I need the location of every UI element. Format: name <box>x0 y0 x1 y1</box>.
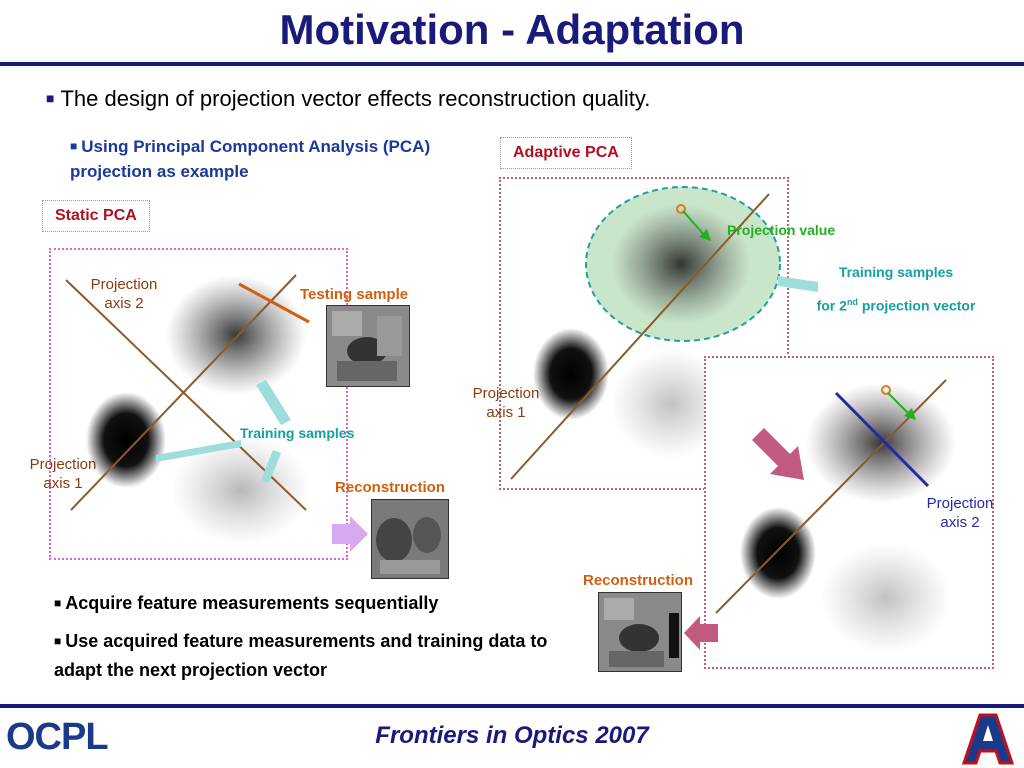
training-arrow-up <box>256 380 291 425</box>
main-bullet-text: The design of projection vector effects … <box>60 86 651 111</box>
bullet-square-icon: ■ <box>46 90 55 106</box>
label-line: Training samples <box>838 264 954 280</box>
label-line-2: for 2nd projection vector <box>796 293 996 316</box>
label-line: axis 2 <box>104 295 144 312</box>
label-line: Projection <box>29 456 97 473</box>
training-arrow-left <box>156 440 241 462</box>
adaptive-axis-1-line <box>715 379 947 614</box>
static-reconstruction-label: Reconstruction <box>335 479 446 496</box>
cluster-light <box>821 543 951 653</box>
adaptive-axis-2-line <box>834 391 930 488</box>
static-reconstruction-arrow-icon <box>332 516 368 552</box>
title-divider <box>0 62 1024 66</box>
cluster-dark <box>533 328 609 420</box>
adaptive-projection-axis-1-label: Projection axis 1 <box>460 384 552 422</box>
static-reconstruction-image <box>371 499 449 579</box>
projection-value-label: Projection value <box>727 222 836 238</box>
static-projection-axis-2-label: Projection axis 2 <box>78 275 170 313</box>
bottom-bullet-1-text: Acquire feature measurements sequentiall… <box>65 593 439 613</box>
label-line: Projection <box>472 385 540 402</box>
sub-bullet: ■ Using Principal Component Analysis (PCA… <box>70 135 450 184</box>
cluster-mid <box>166 275 306 395</box>
training-samples-arrow-icon <box>778 276 818 292</box>
adaptive-scatter-plot-2 <box>715 379 956 653</box>
projection-value-arrowhead <box>699 229 711 241</box>
university-a-logo-icon <box>962 713 1014 765</box>
bullet-square-icon: ■ <box>70 139 78 153</box>
cluster-mid <box>806 383 956 503</box>
static-pca-panel <box>49 248 348 560</box>
adaptive-pca-label: Adaptive PCA <box>500 137 632 169</box>
label-text: for 2 <box>816 297 847 314</box>
sample-point-icon <box>676 204 686 214</box>
cluster-mid <box>611 204 751 324</box>
adaptive-pca-panel-2 <box>704 356 994 669</box>
testing-sample-image <box>326 305 410 387</box>
adaptive-reconstruction-label: Reconstruction <box>583 572 694 589</box>
label-line: axis 1 <box>486 404 526 421</box>
testing-sample-label: Testing sample <box>300 286 409 303</box>
projection-value-arrow <box>682 210 707 238</box>
footer-divider <box>0 704 1024 708</box>
cluster-dark <box>740 507 816 599</box>
label-superscript: nd <box>846 297 858 307</box>
bottom-bullet-1: ■ Acquire feature measurements sequential… <box>54 590 574 619</box>
adaptive-step-arrow-icon <box>752 428 804 480</box>
label-line: axis 2 <box>940 514 980 531</box>
label-line: Projection <box>926 495 994 512</box>
training-arrow-down <box>261 450 281 483</box>
static-pca-label: Static PCA <box>42 200 150 232</box>
adaptive-projection-axis-2-label: Projection axis 2 <box>914 494 1006 532</box>
testing-sample-line <box>238 282 310 324</box>
adaptive-training-samples-label: Training samples for 2nd projection vect… <box>796 263 996 316</box>
testing-sample-graphic <box>327 306 409 386</box>
static-training-samples-label: Training samples <box>240 425 355 441</box>
adaptive-reconstruction-graphic <box>599 593 681 671</box>
label-line: axis 1 <box>43 475 83 492</box>
bottom-bullet-2-text: Use acquired feature measurements and tr… <box>54 631 548 680</box>
sub-bullet-text: Using Principal Component Analysis (PCA)… <box>70 137 431 181</box>
bullet-square-icon: ■ <box>54 634 62 648</box>
static-scatter-plot <box>65 274 311 545</box>
footer-title: Frontiers in Optics 2007 <box>375 722 649 749</box>
projection-value-arrowhead <box>904 408 916 420</box>
adaptive-scatter-plot-1 <box>510 186 781 480</box>
projection-value-arrow <box>887 392 912 417</box>
adaptive-reconstruction-image <box>598 592 682 672</box>
static-reconstruction-graphic <box>372 500 448 578</box>
label-line: Projection <box>90 276 158 293</box>
main-bullet: ■ The design of projection vector effects… <box>46 86 650 112</box>
ocpl-logo: OCPL <box>6 716 109 758</box>
static-projection-axis-1-label: Projection axis 1 <box>18 455 108 493</box>
cluster-light <box>611 349 731 459</box>
adaptive-axis-1-line <box>510 193 770 480</box>
label-text: projection vector <box>857 297 976 314</box>
adaptive-pca-panel-1 <box>499 177 789 490</box>
sample-point-icon <box>881 385 891 395</box>
adaptive-reconstruction-arrow-icon <box>684 616 718 650</box>
bullet-square-icon: ■ <box>54 596 62 610</box>
slide-title: Motivation - Adaptation <box>279 6 745 53</box>
cluster-dark <box>86 392 166 488</box>
bottom-bullet-2: ■ Use acquired feature measurements and t… <box>54 628 574 684</box>
